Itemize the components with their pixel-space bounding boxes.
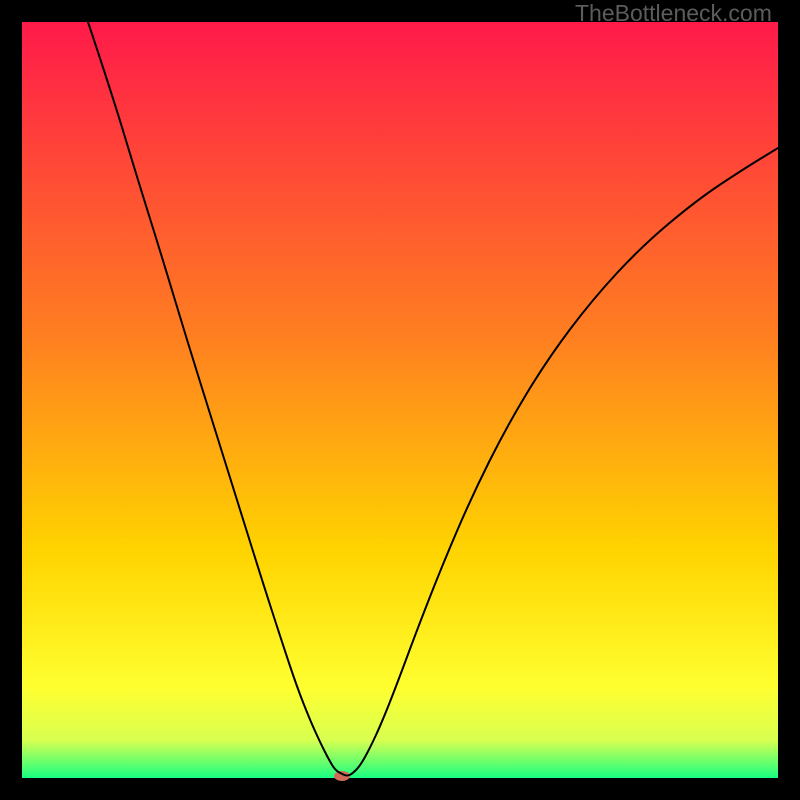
- v-curve-path: [0, 0, 800, 800]
- chart-frame: TheBottleneck.com: [0, 0, 800, 800]
